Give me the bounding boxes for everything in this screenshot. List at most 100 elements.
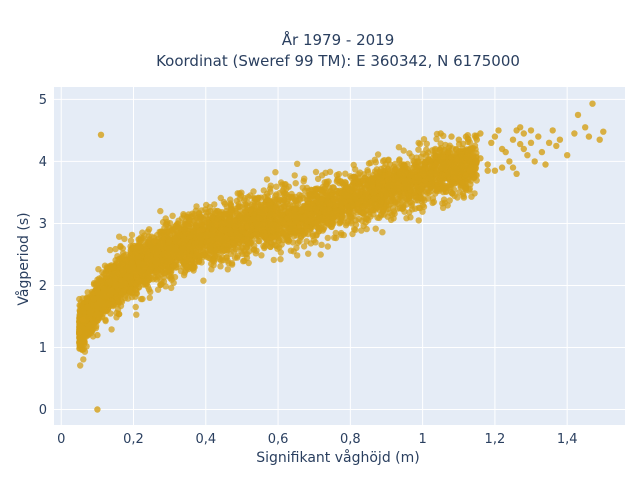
data-point [154,258,161,266]
data-point [77,307,84,315]
data-point [395,188,402,195]
data-point [216,256,223,263]
data-point [396,156,403,163]
data-point [180,245,187,252]
data-point [317,251,324,258]
data-point [145,226,153,233]
data-point [135,253,142,260]
data-point [218,233,226,241]
data-point [324,192,331,200]
data-point [292,197,299,204]
data-point [339,213,346,220]
data-point [305,250,312,257]
data-point [158,271,165,278]
data-point [408,171,415,179]
data-point [193,203,200,210]
data-point [226,216,233,223]
data-point [451,186,458,194]
data-point [321,206,328,213]
data-point [168,276,175,283]
data-point [330,210,337,217]
data-point [144,283,151,290]
data-point [400,147,407,154]
data-point [437,140,444,147]
data-point [170,262,177,269]
data-point [408,200,416,207]
data-point [290,232,298,240]
data-point [77,362,84,369]
data-point [312,205,319,213]
data-point [400,176,407,184]
data-point [83,295,91,302]
data-point [343,192,350,199]
data-point [99,313,106,321]
data-point [263,176,271,183]
data-point [378,198,385,205]
data-point [266,211,274,218]
data-point [431,147,438,154]
data-point [270,256,277,264]
data-point [396,204,403,212]
data-point [439,204,447,211]
data-point [233,210,241,217]
data-point [260,201,267,209]
data-point [272,241,279,249]
data-point [94,289,102,296]
data-point [362,190,370,197]
data-point [300,243,308,250]
data-point [291,212,298,219]
data-point [250,188,257,195]
data-point [411,159,418,166]
data-point [181,269,188,276]
data-point [285,237,293,244]
data-point [417,188,425,196]
data-point [224,266,231,273]
data-point [377,175,385,182]
data-point [134,267,142,274]
data-point [446,197,453,204]
data-point [128,255,135,262]
data-point [221,211,228,218]
data-point [433,186,441,193]
data-point [230,242,238,249]
data-point [256,238,263,245]
data-point [254,194,262,202]
data-point [158,280,165,288]
data-point [428,169,435,177]
data-point [271,196,278,203]
data-point [267,185,274,192]
data-point [298,207,305,214]
data-point [385,171,392,178]
data-point [80,356,87,363]
data-point [304,217,311,225]
data-point [117,281,125,289]
data-point [251,242,258,249]
data-point [403,201,410,208]
data-point [277,256,284,263]
data-point [472,165,479,172]
data-point [168,284,175,292]
data-point [128,231,136,239]
data-point [446,142,453,149]
data-point [420,164,427,171]
data-point [180,225,188,233]
data-point [336,220,343,227]
data-point [433,135,440,143]
data-point [218,220,225,227]
data-point [165,237,173,244]
data-point [291,225,298,232]
data-point [197,216,204,223]
data-point [331,234,338,241]
data-point [146,294,153,301]
data-point [309,214,316,221]
data-point [410,163,418,171]
data-point [243,243,251,251]
data-point [419,201,426,209]
data-point [252,250,259,257]
data-point [90,295,97,303]
data-point [446,183,453,191]
data-point [208,231,215,238]
data-point [244,231,251,239]
data-point [84,289,91,296]
data-point [262,235,270,243]
